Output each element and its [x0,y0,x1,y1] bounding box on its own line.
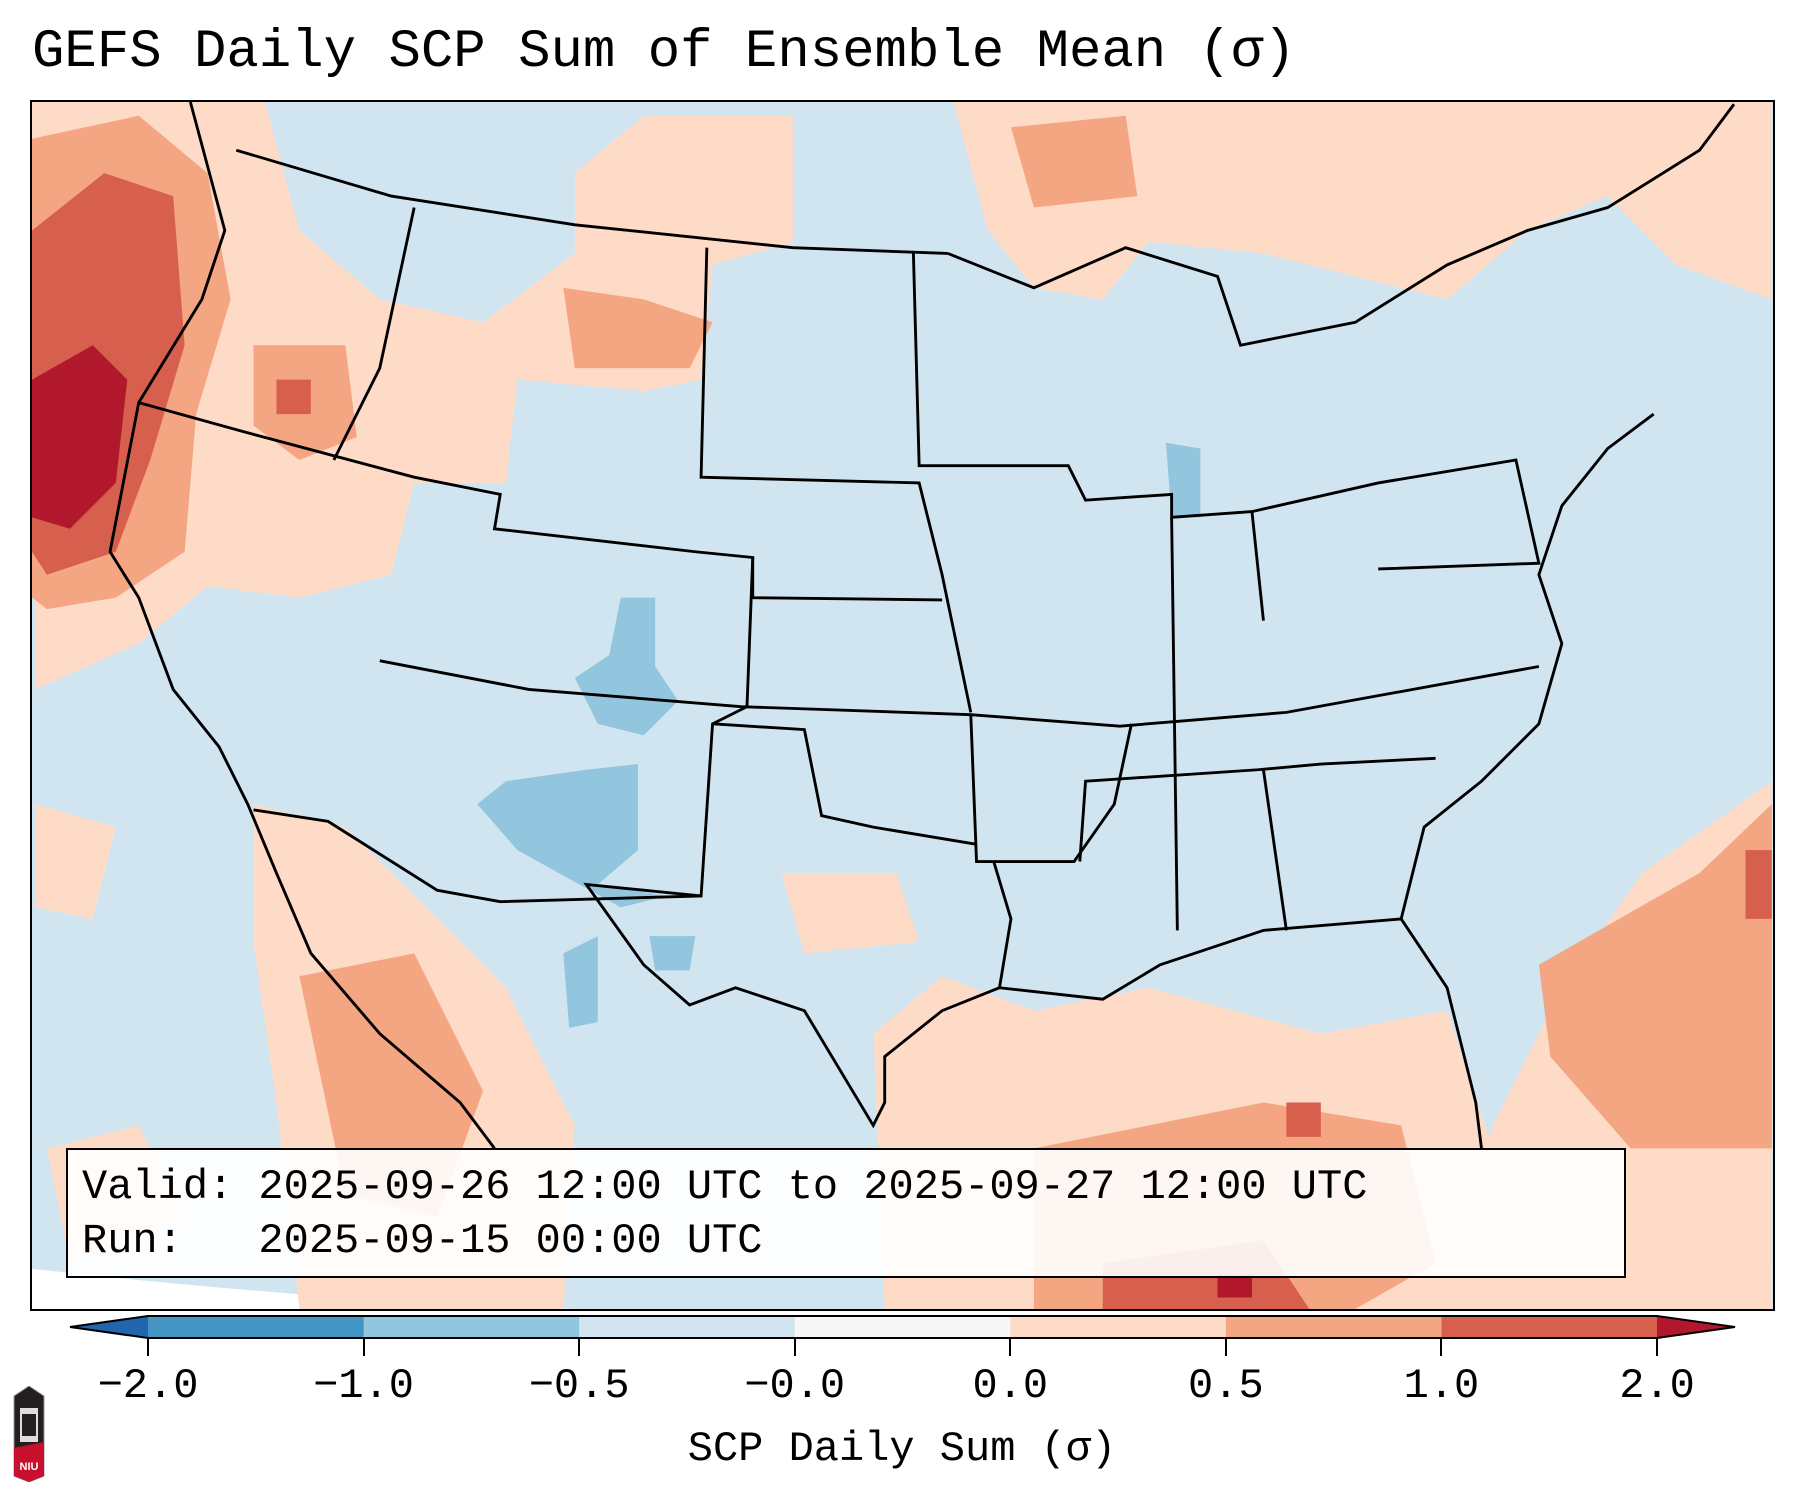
colorbar-tick-label: 0.0 [972,1362,1049,1410]
colorbar-tick [793,1338,796,1356]
scp-map: Valid: 2025-09-26 12:00 UTC to 2025-09-2… [30,100,1775,1311]
validity-info-box: Valid: 2025-09-26 12:00 UTC to 2025-09-2… [66,1148,1626,1278]
positive-anomaly-extreme [32,345,1252,1298]
colorbar-bin [1010,1316,1227,1338]
valid-time: Valid: 2025-09-26 12:00 UTC to 2025-09-2… [82,1163,1368,1211]
map-title: GEFS Daily SCP Sum of Ensemble Mean (σ) [32,22,1296,83]
colorbar-tick [1656,1338,1658,1356]
colorbar-bin [579,1316,796,1338]
colorbar [69,1315,1736,1339]
colorbar-extend-low [70,1316,148,1338]
colorbar-label: SCP Daily Sum (σ) [687,1425,1117,1473]
colorbar-tick [362,1338,365,1356]
colorbar-tick-label: −2.0 [97,1362,199,1410]
boundaries [108,102,1736,1150]
colorbar-tick [147,1338,149,1356]
colorbar-bin [1441,1316,1658,1338]
colorbar-tick-label: −1.0 [313,1362,414,1410]
colorbar-tick-label: 2.0 [1619,1362,1695,1410]
colorbar-tick [578,1338,581,1356]
colorbar-tick-label: −0.0 [744,1362,846,1410]
colorbar-tick [1224,1338,1227,1356]
colorbar-tick-label: −0.5 [528,1362,630,1410]
run-time: Run: 2025-09-15 00:00 UTC [82,1217,763,1265]
colorbar-tick [1009,1338,1012,1356]
colorbar-tick [1440,1338,1443,1356]
negative-anomaly [477,442,1201,1028]
colorbar-bin [148,1316,365,1338]
colorbar-extend-high [1657,1316,1735,1338]
niu-logo: NIU [12,1385,46,1483]
map-field [32,102,1772,1309]
colorbar-bin [1225,1316,1442,1338]
colorbar-tick-label: 1.0 [1403,1362,1480,1410]
colorbar-tick-label: 0.5 [1188,1362,1264,1410]
colorbar-bin [363,1316,580,1338]
colorbar-bin [794,1316,1011,1338]
svg-text:NIU: NIU [20,1461,39,1473]
positive-anomaly-light [32,102,1772,1309]
